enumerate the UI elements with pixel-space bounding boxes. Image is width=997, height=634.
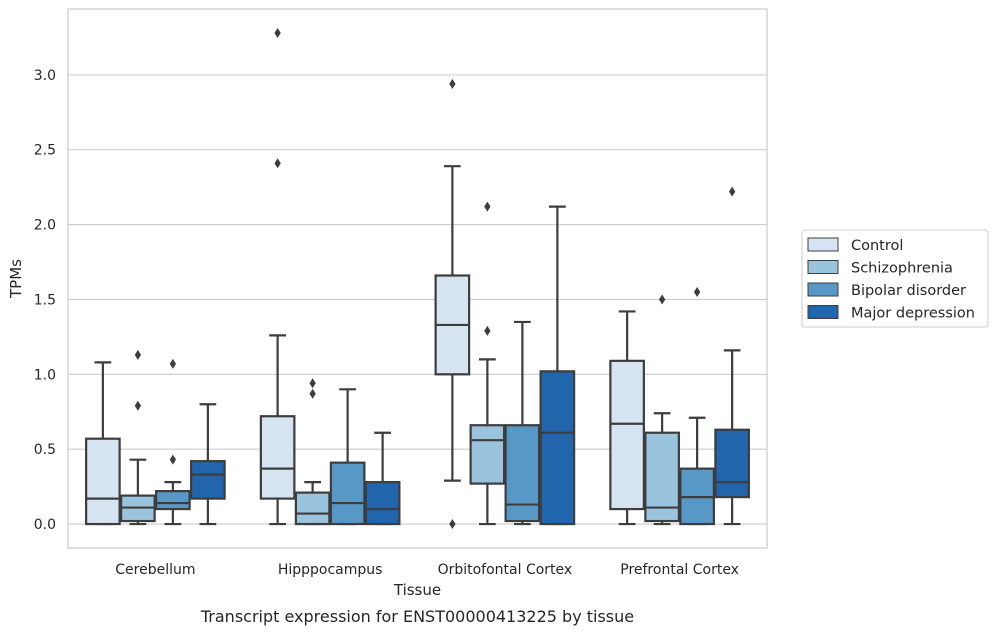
legend-label: Major depression (851, 306, 975, 322)
box-schizophrenia (644, 294, 680, 526)
legend-swatch (807, 260, 839, 274)
box-iqr (364, 481, 401, 526)
x-tick-label: Orbitofontal Cortex (438, 562, 573, 578)
box-control (434, 78, 471, 530)
legend-label: Schizophrenia (851, 261, 953, 277)
outlier-point (484, 201, 491, 212)
legend-item: Schizophrenia (807, 260, 953, 277)
y-tick-label: 1.0 (34, 367, 56, 383)
box-iqr (504, 424, 541, 523)
outlier-point (449, 78, 456, 89)
box-iqr (329, 461, 366, 526)
legend-swatch (807, 282, 839, 297)
box-iqr (539, 370, 576, 526)
outlier-point (693, 286, 701, 297)
legend-swatch (807, 305, 839, 319)
x-tick-label: Prefrontal Cortex (620, 562, 739, 578)
box-major-depression (190, 403, 226, 526)
grid-lines (68, 74, 767, 525)
box-iqr (294, 491, 331, 526)
y-axis-label: TPMs (7, 259, 25, 299)
legend-item: Major depression (807, 305, 975, 322)
outlier-point (658, 294, 666, 305)
box-control (85, 361, 121, 526)
y-tick-label: 2.0 (34, 218, 56, 234)
legend-item: Control (807, 237, 903, 254)
y-tick-label: 2.5 (34, 143, 56, 159)
y-tick-label: 0.0 (34, 517, 56, 533)
outlier-point (728, 186, 736, 197)
y-tick-label: 3.0 (34, 68, 56, 84)
outlier-point (169, 454, 177, 465)
box-major-depression (539, 205, 576, 526)
box-schizophrenia (120, 349, 156, 526)
box-control (609, 310, 645, 526)
outlier-point (449, 519, 456, 530)
figure-caption: Transcript expression for ENST0000041322… (200, 607, 634, 626)
box-major-depression (714, 186, 750, 526)
outlier-point (134, 349, 142, 360)
y-axis-ticks: 0.0 0.5 1.0 1.5 2.0 2.5 3.0 (34, 68, 56, 533)
box-iqr (85, 437, 121, 526)
box-schizophrenia (469, 201, 506, 526)
box-iqr (190, 460, 226, 500)
box-iqr (714, 428, 750, 499)
box-bipolar-disorder (504, 320, 541, 526)
y-tick-label: 1.5 (34, 292, 56, 308)
box-major-depression (364, 431, 401, 526)
box-schizophrenia (294, 378, 331, 526)
x-axis-label: Tissue (393, 581, 441, 599)
outlier-point (309, 378, 316, 389)
y-tick-label: 0.5 (34, 442, 56, 458)
x-axis-ticks: Cerebellum Hipppocampus Orbitofontal Corte… (115, 562, 739, 578)
box-bipolar-disorder (155, 358, 191, 526)
boxes (85, 27, 750, 530)
x-tick-label: Cerebellum (115, 562, 195, 578)
box-iqr (609, 359, 645, 511)
box-iqr (259, 415, 296, 500)
legend-swatch (807, 237, 839, 252)
box-iqr (155, 490, 191, 511)
x-tick-label: Hipppocampus (278, 562, 383, 578)
legend: Control Schizophrenia Bipolar disorder Majo… (801, 229, 989, 328)
box-iqr (644, 431, 680, 523)
outlier-point (169, 358, 177, 369)
legend-label: Control (851, 238, 903, 254)
outlier-point (134, 400, 142, 411)
legend-frame (801, 229, 989, 328)
outlier-point (274, 27, 281, 38)
box-bipolar-disorder (679, 286, 715, 526)
legend-item: Bipolar disorder (807, 282, 966, 299)
box-bipolar-disorder (329, 388, 366, 526)
outlier-point (274, 158, 281, 169)
box-iqr (469, 424, 506, 485)
outlier-point (309, 388, 316, 399)
legend-label: Bipolar disorder (851, 283, 966, 299)
plot-area-frame (67, 8, 768, 549)
outlier-point (484, 325, 491, 336)
box-control (259, 27, 296, 526)
